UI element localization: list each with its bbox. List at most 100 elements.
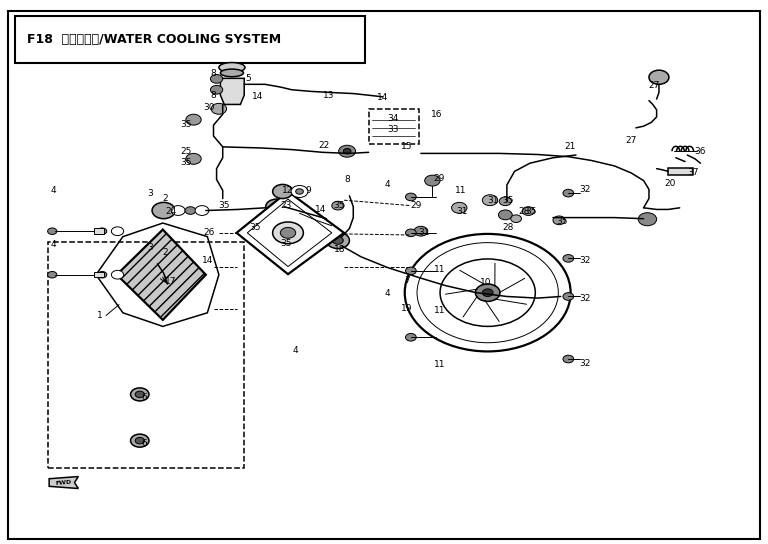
Text: 3: 3 xyxy=(147,243,153,252)
Circle shape xyxy=(273,222,303,244)
Text: 35: 35 xyxy=(557,218,568,226)
Circle shape xyxy=(291,186,308,197)
Circle shape xyxy=(406,267,416,275)
Text: 11: 11 xyxy=(434,306,445,314)
Text: 28: 28 xyxy=(503,223,514,232)
Circle shape xyxy=(131,388,149,401)
Text: 6: 6 xyxy=(141,393,147,401)
Circle shape xyxy=(210,85,223,94)
Circle shape xyxy=(111,270,124,279)
Text: FWD: FWD xyxy=(55,479,71,486)
Text: 35: 35 xyxy=(180,158,191,166)
Text: 30: 30 xyxy=(204,103,214,112)
Circle shape xyxy=(553,216,565,225)
Text: 32: 32 xyxy=(580,256,591,264)
Circle shape xyxy=(152,202,175,219)
Text: 34: 34 xyxy=(388,114,399,123)
Text: 35: 35 xyxy=(334,201,345,210)
Circle shape xyxy=(48,271,57,278)
Text: 4: 4 xyxy=(51,186,57,195)
Circle shape xyxy=(563,293,574,300)
Text: 32: 32 xyxy=(580,359,591,368)
Text: 8: 8 xyxy=(210,69,217,78)
Circle shape xyxy=(185,207,196,214)
Text: 11: 11 xyxy=(455,186,466,195)
Text: 3: 3 xyxy=(147,189,153,197)
Circle shape xyxy=(48,228,57,234)
Text: 35: 35 xyxy=(219,201,230,210)
Circle shape xyxy=(210,75,223,83)
Text: 8: 8 xyxy=(210,91,217,100)
Circle shape xyxy=(452,202,467,213)
Circle shape xyxy=(343,149,351,154)
FancyBboxPatch shape xyxy=(15,16,365,63)
Circle shape xyxy=(563,189,574,197)
Text: 27: 27 xyxy=(649,82,660,90)
Text: 27: 27 xyxy=(626,136,637,145)
Text: 6: 6 xyxy=(141,439,147,448)
Text: 24: 24 xyxy=(165,207,176,215)
Circle shape xyxy=(266,199,287,214)
Circle shape xyxy=(406,229,416,237)
Circle shape xyxy=(211,103,227,114)
Circle shape xyxy=(296,189,303,194)
Circle shape xyxy=(406,333,416,341)
Circle shape xyxy=(511,215,521,222)
Text: 31: 31 xyxy=(457,207,468,215)
Circle shape xyxy=(405,234,571,351)
Text: 16: 16 xyxy=(431,110,442,119)
Circle shape xyxy=(135,437,144,444)
Text: 14: 14 xyxy=(252,92,263,101)
Text: 21: 21 xyxy=(564,143,575,151)
Circle shape xyxy=(195,206,209,215)
Circle shape xyxy=(98,271,107,278)
Circle shape xyxy=(284,208,296,217)
Text: 1: 1 xyxy=(97,311,103,320)
Circle shape xyxy=(186,153,201,164)
Text: 5: 5 xyxy=(245,75,251,83)
Text: 20: 20 xyxy=(664,180,675,188)
Text: 2: 2 xyxy=(162,249,168,257)
Circle shape xyxy=(280,227,296,238)
Text: 12: 12 xyxy=(283,186,293,195)
Text: 37: 37 xyxy=(687,169,698,177)
Circle shape xyxy=(273,184,293,199)
Text: F18  水冷却系统/WATER COOLING SYSTEM: F18 水冷却系统/WATER COOLING SYSTEM xyxy=(27,33,281,46)
Text: 17: 17 xyxy=(165,277,176,286)
Bar xyxy=(94,228,104,234)
Ellipse shape xyxy=(220,69,243,77)
Text: 25: 25 xyxy=(180,147,191,156)
Text: 29: 29 xyxy=(411,201,422,210)
Circle shape xyxy=(638,213,657,226)
Text: 9: 9 xyxy=(306,186,312,195)
Polygon shape xyxy=(220,78,244,104)
Circle shape xyxy=(271,203,282,211)
Text: 11: 11 xyxy=(434,265,445,274)
Text: 29: 29 xyxy=(434,174,445,183)
Circle shape xyxy=(475,284,500,301)
Polygon shape xyxy=(49,477,78,489)
Text: 8: 8 xyxy=(344,175,350,184)
Text: 14: 14 xyxy=(377,94,388,102)
Text: 36: 36 xyxy=(695,147,706,156)
Text: 31: 31 xyxy=(488,196,498,205)
Text: 14: 14 xyxy=(202,256,213,264)
Text: 35: 35 xyxy=(526,207,537,215)
Text: 28: 28 xyxy=(518,207,529,215)
Text: 35: 35 xyxy=(280,239,291,248)
Circle shape xyxy=(406,193,416,201)
Text: 2: 2 xyxy=(162,194,168,203)
Text: 19: 19 xyxy=(402,305,412,313)
Circle shape xyxy=(414,226,428,236)
Circle shape xyxy=(111,227,124,236)
Circle shape xyxy=(131,434,149,447)
Text: 26: 26 xyxy=(204,228,214,237)
Circle shape xyxy=(135,391,144,398)
Text: 10: 10 xyxy=(480,279,491,287)
Text: 14: 14 xyxy=(316,205,326,214)
Text: 32: 32 xyxy=(580,185,591,194)
Text: 32: 32 xyxy=(580,294,591,302)
Text: 4: 4 xyxy=(385,181,391,189)
Text: 22: 22 xyxy=(319,141,329,150)
Polygon shape xyxy=(237,191,344,274)
